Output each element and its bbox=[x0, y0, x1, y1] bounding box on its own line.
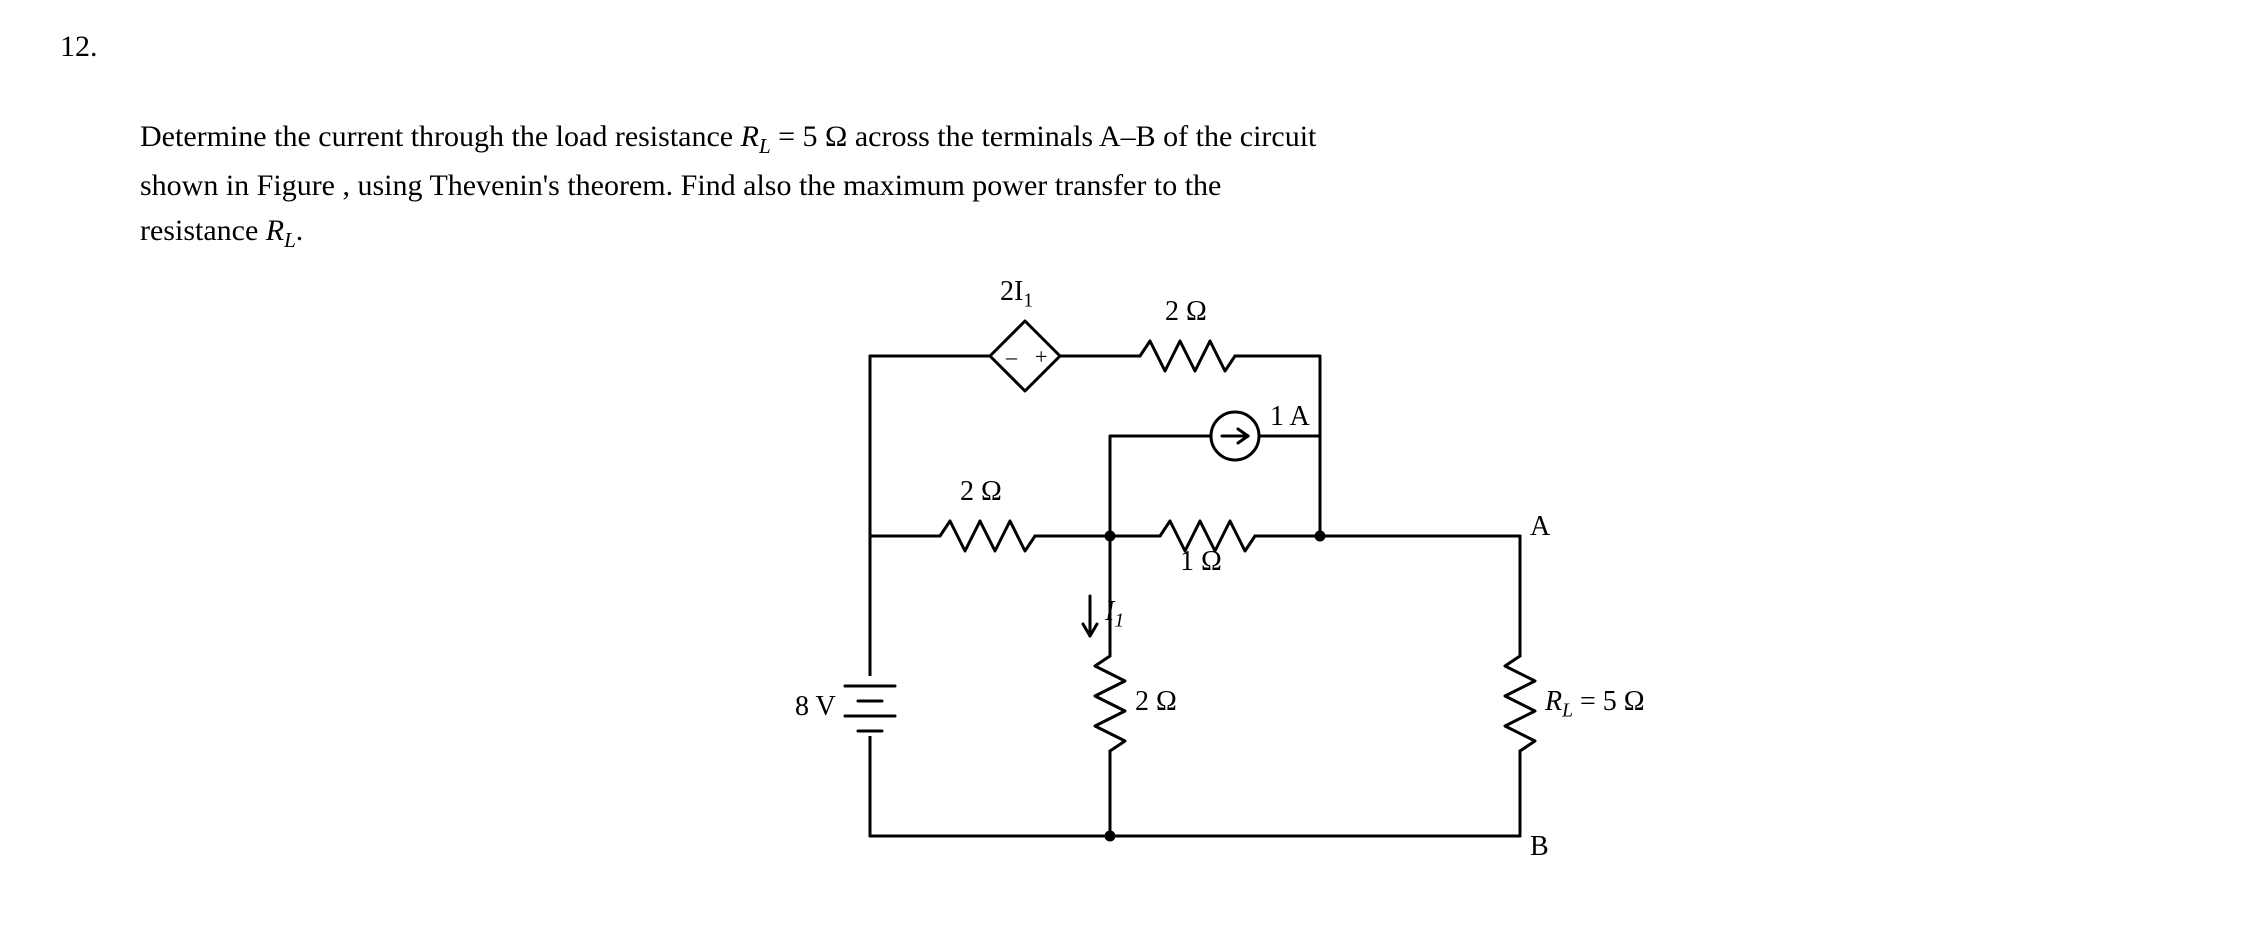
v-source-label: 8 V bbox=[795, 691, 836, 723]
r-mid-left-label: 2 Ω bbox=[960, 476, 1002, 508]
prose-text: shown in Figure , using Thevenin's theor… bbox=[140, 169, 1221, 202]
branch-current-label: I1 bbox=[1105, 596, 1124, 633]
var-R: R bbox=[741, 120, 759, 153]
current-source-label: 1 A bbox=[1270, 401, 1310, 433]
var-R-sub: L bbox=[759, 134, 771, 158]
prose-text: = 5 Ω across the terminals A–B of the ci… bbox=[771, 120, 1317, 153]
var-R2: R bbox=[266, 214, 284, 247]
var-R2-sub: L bbox=[284, 228, 296, 252]
svg-text:–: – bbox=[1005, 344, 1018, 369]
prose-text: Determine the current through the load r… bbox=[140, 120, 741, 153]
node-a-label: A bbox=[1530, 511, 1550, 543]
prose-text: resistance bbox=[140, 214, 266, 247]
r-load-label: RL = 5 Ω bbox=[1545, 686, 1645, 723]
r-vertical-label: 2 Ω bbox=[1135, 686, 1177, 718]
circuit-diagram: – + bbox=[760, 276, 1760, 896]
question-number: 12. bbox=[60, 30, 2193, 64]
dep-source-label: 2I1 bbox=[1000, 276, 1033, 313]
problem-statement: Determine the current through the load r… bbox=[140, 114, 2193, 256]
svg-text:+: + bbox=[1035, 344, 1047, 369]
r-top-right-label: 2 Ω bbox=[1165, 296, 1207, 328]
prose-text: . bbox=[296, 214, 304, 247]
node-b-label: B bbox=[1530, 831, 1549, 863]
r-mid-right-label: 1 Ω bbox=[1180, 546, 1222, 578]
